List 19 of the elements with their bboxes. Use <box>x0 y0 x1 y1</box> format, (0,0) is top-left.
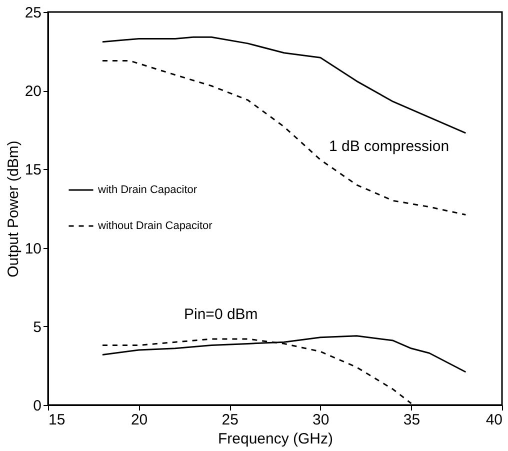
x-axis-title: Frequency (GHz) <box>218 430 334 448</box>
x-tick-label: 20 <box>130 412 148 428</box>
x-tick-label: 15 <box>48 412 66 428</box>
y-tick-label: 20 <box>24 83 42 100</box>
x-tick-label: 40 <box>486 412 502 428</box>
y-axis-title: Output Power (dBm) <box>4 140 22 278</box>
y-tick-label: 0 <box>33 398 42 414</box>
x-tick-label: 25 <box>222 412 238 428</box>
x-tick-label: 30 <box>312 412 330 428</box>
legend-label: without Drain Capacitor <box>97 220 213 232</box>
y-tick-label: 10 <box>24 240 42 258</box>
annotation: 1 dB compression <box>329 138 450 155</box>
line-series <box>102 36 466 134</box>
x-tick-label: 35 <box>403 412 420 428</box>
y-tick-label: 15 <box>24 162 42 179</box>
y-tick-label: 25 <box>24 4 42 22</box>
legend-label: with Drain Capacitor <box>97 184 198 196</box>
y-tick-label: 5 <box>33 318 42 336</box>
annotation: Pin=0 dBm <box>184 306 258 323</box>
